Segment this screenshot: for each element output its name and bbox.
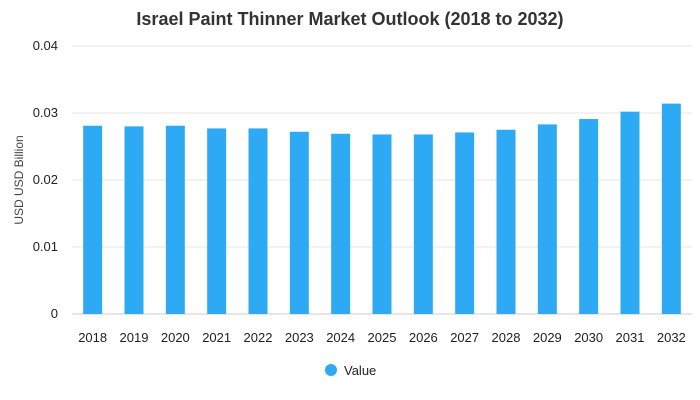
bar-2020[interactable] <box>165 125 185 314</box>
bar-2021[interactable] <box>207 128 227 314</box>
x-tick-label: 2032 <box>657 330 686 345</box>
bar-2026[interactable] <box>413 134 433 314</box>
bars <box>83 103 681 315</box>
bar-2027[interactable] <box>455 132 475 314</box>
bar-2022[interactable] <box>248 128 268 314</box>
chart-title: Israel Paint Thinner Market Outlook (201… <box>136 9 563 29</box>
bar-2031[interactable] <box>620 111 640 314</box>
y-tick-label: 0.04 <box>33 38 58 53</box>
y-axis-title: USD USD Billion <box>12 135 26 224</box>
bar-2029[interactable] <box>537 124 557 314</box>
bar-2018[interactable] <box>83 125 103 314</box>
bar-2032[interactable] <box>661 103 681 315</box>
bar-2024[interactable] <box>331 133 351 314</box>
legend-swatch-value <box>325 364 337 376</box>
legend[interactable]: Value <box>325 363 376 378</box>
y-axis-ticks: 0 0.01 0.02 0.03 0.04 <box>33 38 58 321</box>
legend-label-value: Value <box>344 363 376 378</box>
x-tick-label: 2022 <box>244 330 273 345</box>
bar-2023[interactable] <box>289 131 309 314</box>
x-tick-label: 2020 <box>161 330 190 345</box>
x-tick-label: 2029 <box>533 330 562 345</box>
bar-2025[interactable] <box>372 134 392 314</box>
x-tick-label: 2025 <box>368 330 397 345</box>
x-tick-label: 2024 <box>326 330 355 345</box>
x-tick-label: 2023 <box>285 330 314 345</box>
x-tick-label: 2018 <box>78 330 107 345</box>
x-tick-label: 2028 <box>492 330 521 345</box>
bar-2019[interactable] <box>124 126 144 315</box>
y-tick-label: 0.03 <box>33 105 58 120</box>
x-tick-label: 2026 <box>409 330 438 345</box>
x-axis-ticks: 2018 2019 2020 2021 2022 2023 2024 2025 2026 2027… <box>78 330 686 345</box>
x-tick-label: 2027 <box>450 330 479 345</box>
y-tick-label: 0.02 <box>33 172 58 187</box>
y-tick-label: 0 <box>51 306 58 321</box>
x-tick-label: 2019 <box>120 330 149 345</box>
bar-2030[interactable] <box>579 119 599 314</box>
x-tick-label: 2031 <box>616 330 645 345</box>
y-tick-label: 0.01 <box>33 239 58 254</box>
bar-2028[interactable] <box>496 129 516 314</box>
x-tick-label: 2030 <box>574 330 603 345</box>
x-tick-label: 2021 <box>202 330 231 345</box>
